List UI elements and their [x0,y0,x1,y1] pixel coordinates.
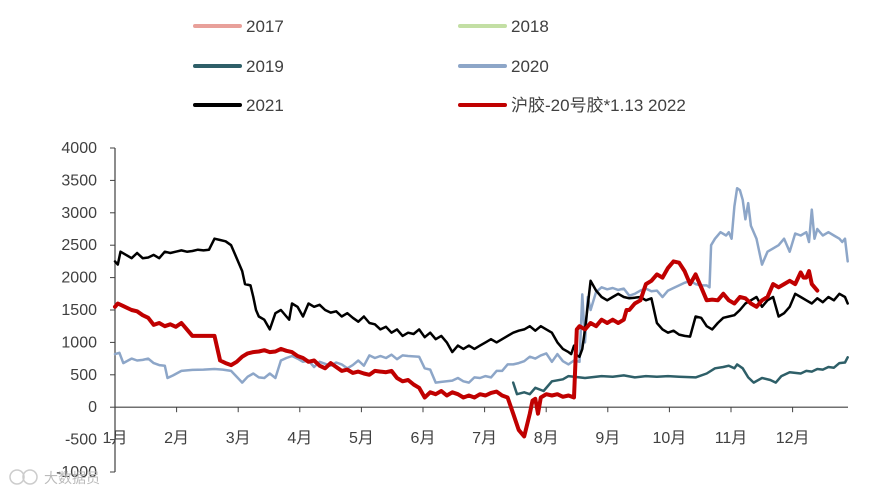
y-tick-label: 2000 [61,270,97,287]
series-line-2019 [511,356,849,396]
y-tick-label: 3500 [61,172,97,189]
x-tick-label: 11月 [715,430,748,447]
y-tick-label: -1000 [56,464,97,481]
legend-label: 沪胶-20号胶*1.13 2022 [511,96,686,115]
x-tick-label: 7月 [472,430,497,447]
watermark-text: 大数据员 [44,470,100,486]
watermark: 大数据员 [9,469,100,486]
axes: 4000 3500 3000 2500 2000 1500 1000 500 0 -500 -100… [56,140,848,481]
legend: 2017 2018 2019 2020 2021 沪胶-20号胶*1.13 2022 [193,17,686,115]
y-tick-label: 3000 [61,205,97,222]
series-line-2020 [113,186,849,384]
x-tick-label: 2月 [164,430,189,447]
y-tick-label: -500 [65,432,97,449]
watermark-logo-icon [22,469,38,485]
y-tick-label: 4000 [61,140,97,157]
y-tick-label: 500 [70,367,97,384]
legend-label: 2020 [511,57,549,76]
legend-label: 2017 [246,17,284,36]
x-tick-label: 6月 [411,430,436,447]
x-tick-label: 3月 [226,430,251,447]
series-line--20-1-13-2022 [113,259,820,439]
y-tick-label: 2500 [61,237,97,254]
y-tick-label: 1500 [61,302,97,319]
x-tick-label: 5月 [349,430,374,447]
legend-label: 2018 [511,17,549,36]
legend-label: 2019 [246,57,284,76]
legend-label: 2021 [246,96,284,115]
x-tick-label: 4月 [287,430,312,447]
x-tick-label: 9月 [595,430,620,447]
watermark-logo-icon [9,469,25,485]
x-tick-label: 1月 [103,430,128,447]
x-tick-label: 8月 [534,430,559,447]
series-line-2021 [113,237,849,358]
plot-area [113,186,849,439]
x-tick-label: 10月 [652,430,686,447]
y-tick-label: 0 [88,399,97,416]
y-tick-label: 1000 [61,334,97,351]
x-tick-label: 12月 [776,430,810,447]
